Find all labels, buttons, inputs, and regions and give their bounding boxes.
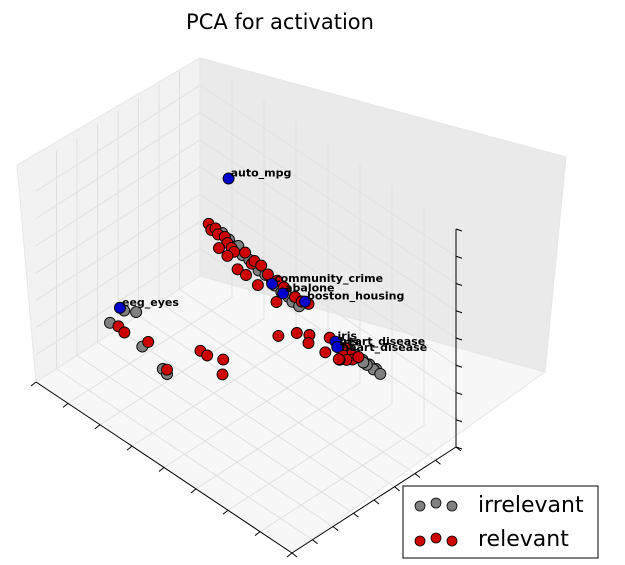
data-point-relevant (352, 351, 365, 363)
z-axis-tick (455, 419, 463, 423)
chart-title: PCA for activation (186, 10, 374, 34)
data-point-irrelevant (130, 306, 143, 319)
y-axis-tick (291, 552, 298, 558)
data-point-irrelevant (374, 367, 387, 380)
data-point-relevant (118, 326, 131, 339)
data-point-highlighted (114, 301, 126, 314)
x-axis-tick (190, 488, 197, 494)
grid-line (35, 139, 201, 247)
grid-line (199, 84, 457, 257)
data-point-relevant (302, 337, 315, 350)
grid-line (199, 139, 457, 312)
data-point-relevant (319, 346, 332, 359)
x-axis-tick (62, 402, 69, 408)
y-axis-tick (435, 459, 441, 465)
data-point-relevant (231, 263, 244, 276)
data-point-relevant (270, 296, 283, 308)
data-label: boston_housing (307, 290, 404, 303)
grid-line (35, 166, 201, 274)
legend: irrelevant relevant (402, 485, 599, 559)
data-label: abalone (285, 281, 334, 294)
grid-line (195, 382, 361, 490)
data-point-relevant (251, 279, 264, 292)
point-labels: auto_mpg community_crimeabaloneboston_hou… (122, 167, 427, 355)
data-point-highlighted (266, 277, 279, 290)
data-label: heart_disease (339, 335, 425, 348)
data-point-relevant (221, 249, 234, 262)
data-point-relevant (239, 246, 252, 259)
legend-label-irrelevant: irrelevant (478, 493, 584, 518)
data-point-highlighted (222, 172, 235, 185)
data-point-relevant (217, 353, 230, 366)
y-axis-tick (394, 486, 400, 492)
legend-label-relevant: relevant (478, 527, 569, 552)
data-point-highlighted (299, 295, 311, 308)
z-axis-tick (455, 446, 463, 450)
axis-lines (30, 228, 463, 558)
scatter-points (104, 172, 387, 381)
data-point-relevant (240, 269, 252, 281)
data-point-relevant (213, 242, 225, 255)
data-label: heart_disease (341, 341, 427, 354)
data-point-relevant (161, 363, 173, 376)
data-point-relevant (142, 335, 155, 348)
grid-line (138, 315, 395, 488)
grid-line (259, 425, 425, 533)
x-axis-tick (254, 531, 261, 537)
data-label: community_crime (274, 272, 383, 285)
data-point-relevant (201, 349, 214, 362)
legend-marker-irrelevant (430, 497, 442, 509)
z-axis-tick (455, 337, 463, 341)
y-axis-tick (373, 499, 380, 505)
y-axis-tick (414, 473, 421, 478)
grid-line (199, 166, 457, 339)
x-axis-tick (94, 424, 101, 430)
y-axis-tick (353, 512, 359, 518)
data-label: iris (340, 336, 360, 349)
z-axis-tick (455, 364, 463, 368)
z-axis-tick (455, 283, 463, 286)
grid-line (199, 112, 457, 284)
y-axis-tick (332, 526, 339, 531)
data-point-relevant (272, 329, 285, 342)
grid-line (117, 328, 375, 501)
x-axis-tick (286, 552, 293, 558)
legend-marker-relevant (414, 535, 426, 547)
grid-line (158, 302, 416, 474)
data-point-highlighted (331, 341, 344, 354)
y-axis-tick (312, 539, 318, 545)
x-axis-tick (222, 509, 229, 515)
z-axis-tick (455, 392, 463, 395)
legend-marker-irrelevant (414, 500, 426, 512)
data-point-relevant (216, 368, 229, 381)
x-axis-tick (30, 381, 37, 387)
z-axis-tick (455, 255, 463, 259)
legend-marker-relevant (446, 535, 458, 547)
z-axis-tick (455, 228, 463, 232)
x-axis-tick (158, 467, 165, 472)
data-label: eeg_eyes (122, 296, 179, 309)
x-axis-tick (126, 445, 133, 451)
grid-line (227, 403, 393, 511)
grid-line (35, 84, 201, 192)
grid-line (179, 288, 436, 461)
data-label: auto_mpg (231, 167, 292, 180)
legend-marker-relevant (430, 532, 442, 544)
legend-marker-irrelevant (446, 500, 458, 512)
data-point-relevant (255, 259, 268, 272)
z-axis-tick (455, 310, 463, 314)
data-point-relevant (332, 353, 345, 366)
data-point-relevant (290, 327, 303, 339)
data-label: iris (338, 330, 358, 343)
data-point-highlighted (277, 287, 290, 300)
grid-line (35, 112, 201, 219)
